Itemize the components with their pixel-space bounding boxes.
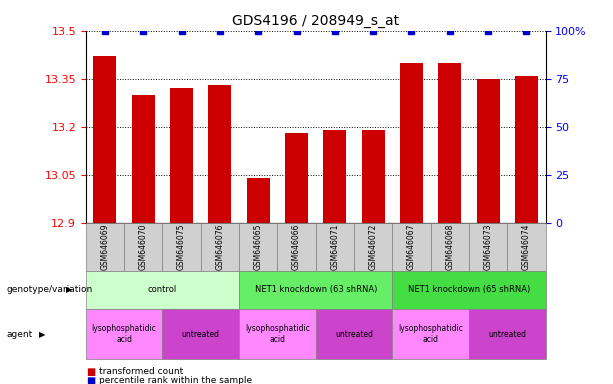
Text: GSM646073: GSM646073: [484, 223, 493, 270]
Text: GSM646076: GSM646076: [215, 223, 224, 270]
Bar: [477, 79, 500, 223]
Bar: [93, 56, 116, 223]
Bar: [170, 88, 193, 223]
Bar: [246, 178, 270, 223]
Text: agent: agent: [6, 329, 32, 339]
Text: percentile rank within the sample: percentile rank within the sample: [99, 376, 253, 384]
Text: untreated: untreated: [489, 329, 526, 339]
Bar: [208, 85, 232, 223]
Text: untreated: untreated: [335, 329, 373, 339]
Text: genotype/variation: genotype/variation: [6, 285, 93, 295]
Text: GSM646066: GSM646066: [292, 223, 301, 270]
Bar: [362, 130, 385, 223]
Text: ■: ■: [86, 376, 95, 384]
Text: lysophosphatidic
acid: lysophosphatidic acid: [398, 324, 463, 344]
Text: ▶: ▶: [39, 329, 45, 339]
Text: ■: ■: [86, 367, 95, 377]
Bar: [515, 76, 538, 223]
Text: NET1 knockdown (63 shRNA): NET1 knockdown (63 shRNA): [254, 285, 377, 295]
Bar: [324, 130, 346, 223]
Text: GSM646069: GSM646069: [101, 223, 110, 270]
Bar: [132, 95, 155, 223]
Text: GSM646070: GSM646070: [139, 223, 148, 270]
Text: NET1 knockdown (65 shRNA): NET1 knockdown (65 shRNA): [408, 285, 530, 295]
Bar: [438, 63, 461, 223]
Text: lysophosphatidic
acid: lysophosphatidic acid: [92, 324, 156, 344]
Text: GSM646068: GSM646068: [445, 223, 454, 270]
Text: GSM646065: GSM646065: [254, 223, 263, 270]
Text: GSM646074: GSM646074: [522, 223, 531, 270]
Text: GSM646071: GSM646071: [330, 223, 340, 270]
Text: GSM646072: GSM646072: [368, 223, 378, 270]
Bar: [285, 133, 308, 223]
Text: ▶: ▶: [66, 285, 73, 295]
Text: transformed count: transformed count: [99, 367, 183, 376]
Text: control: control: [148, 285, 177, 295]
Text: untreated: untreated: [182, 329, 219, 339]
Text: GSM646067: GSM646067: [407, 223, 416, 270]
Title: GDS4196 / 208949_s_at: GDS4196 / 208949_s_at: [232, 14, 399, 28]
Bar: [400, 63, 423, 223]
Text: GSM646075: GSM646075: [177, 223, 186, 270]
Text: lysophosphatidic
acid: lysophosphatidic acid: [245, 324, 310, 344]
